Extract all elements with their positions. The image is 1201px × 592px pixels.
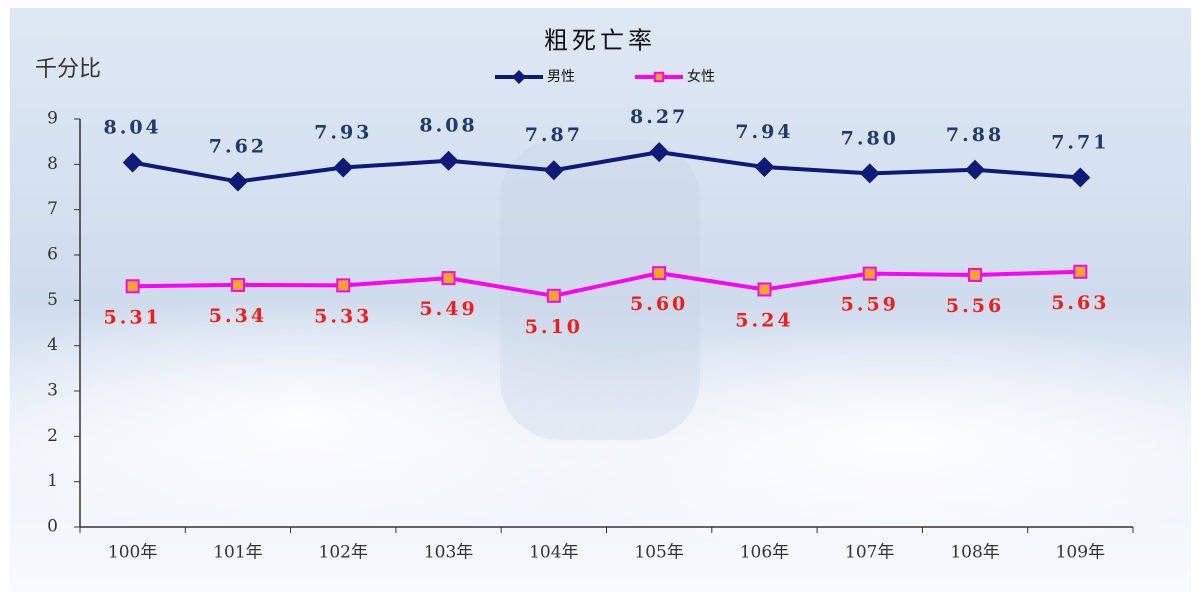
data-label: 7.62 — [209, 136, 267, 158]
marker — [1074, 266, 1086, 278]
y-tick-label: 0 — [47, 517, 58, 537]
y-tick-label: 4 — [47, 335, 58, 355]
data-label: 5.56 — [946, 295, 1004, 317]
y-tick-label: 3 — [47, 381, 58, 401]
marker — [337, 279, 349, 291]
y-tick-label: 5 — [47, 290, 58, 310]
data-label: 7.88 — [946, 124, 1004, 146]
data-label: 5.10 — [525, 316, 583, 338]
chart-title: 粗死亡率 — [544, 27, 656, 55]
marker — [443, 272, 455, 284]
data-label: 5.34 — [209, 305, 267, 327]
chart: 粗死亡率 千分比 男性 女性 0 1 2 3 4 5 6 7 8 9 100年 101年 102年 103年… — [0, 0, 1201, 592]
data-label: 7.71 — [1051, 131, 1109, 153]
x-tick-label: 107年 — [845, 543, 894, 563]
marker — [548, 290, 560, 302]
y-tick-label: 6 — [47, 245, 58, 265]
legend-label: 女性 — [687, 68, 715, 85]
legend-label: 男性 — [547, 69, 575, 85]
marker — [232, 279, 244, 291]
data-label: 7.94 — [735, 121, 793, 143]
data-label: 5.24 — [735, 309, 793, 331]
data-label: 8.04 — [104, 117, 162, 139]
data-label: 8.27 — [630, 106, 688, 128]
data-label: 7.93 — [314, 122, 372, 144]
x-tick-label: 100年 — [108, 543, 157, 563]
x-tick-label: 105年 — [634, 543, 683, 563]
data-label: 5.60 — [630, 293, 688, 315]
marker — [864, 268, 876, 280]
x-tick-label: 104年 — [529, 543, 578, 563]
data-label: 5.63 — [1051, 292, 1109, 314]
data-label: 5.49 — [419, 298, 477, 320]
marker — [653, 267, 665, 279]
data-label: 7.80 — [841, 127, 899, 149]
x-tick-label: 102年 — [319, 543, 368, 563]
y-tick-label: 2 — [47, 426, 58, 446]
data-label: 5.33 — [314, 305, 372, 327]
y-tick-label: 1 — [47, 471, 58, 491]
y-axis-label: 千分比 — [35, 57, 101, 82]
marker — [969, 269, 981, 281]
marker — [655, 73, 663, 81]
data-label: 7.87 — [525, 124, 583, 146]
x-tick-label: 106年 — [740, 543, 789, 563]
x-tick-label: 108年 — [950, 543, 999, 563]
y-tick-label: 8 — [47, 154, 58, 174]
x-tick-label: 109年 — [1056, 543, 1105, 563]
y-tick-label: 7 — [47, 199, 58, 219]
x-tick-label: 103年 — [424, 543, 473, 563]
data-label: 8.08 — [419, 115, 477, 137]
marker — [127, 280, 139, 292]
y-tick-label: 9 — [47, 109, 58, 129]
data-label: 5.59 — [841, 294, 899, 316]
data-label: 5.31 — [104, 306, 162, 328]
marker — [758, 283, 770, 295]
x-tick-label: 101年 — [213, 543, 262, 563]
